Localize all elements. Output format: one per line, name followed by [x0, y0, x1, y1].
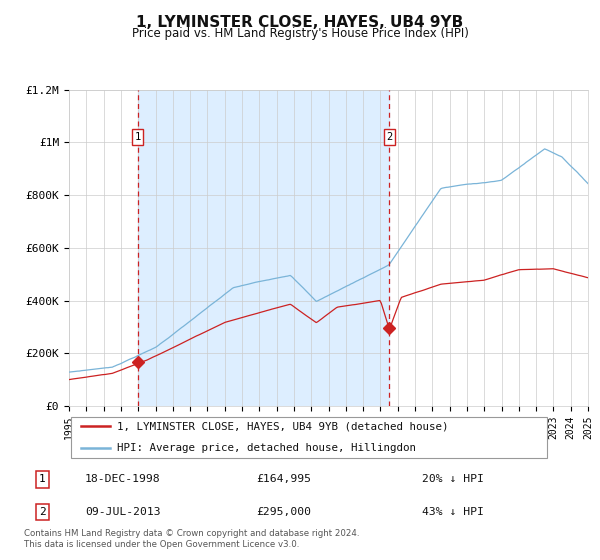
Text: 1: 1 [134, 132, 141, 142]
FancyBboxPatch shape [71, 417, 547, 458]
Text: 1: 1 [38, 474, 46, 484]
Text: 2: 2 [38, 507, 46, 517]
Text: £295,000: £295,000 [256, 507, 311, 517]
Text: 20% ↓ HPI: 20% ↓ HPI [422, 474, 484, 484]
Text: 09-JUL-2013: 09-JUL-2013 [85, 507, 161, 517]
Text: £164,995: £164,995 [256, 474, 311, 484]
Bar [137, 90, 389, 406]
Text: 1, LYMINSTER CLOSE, HAYES, UB4 9YB: 1, LYMINSTER CLOSE, HAYES, UB4 9YB [136, 15, 464, 30]
Text: 2: 2 [386, 132, 392, 142]
Text: HPI: Average price, detached house, Hillingdon: HPI: Average price, detached house, Hill… [117, 444, 416, 454]
Text: Price paid vs. HM Land Registry's House Price Index (HPI): Price paid vs. HM Land Registry's House … [131, 27, 469, 40]
Text: 1, LYMINSTER CLOSE, HAYES, UB4 9YB (detached house): 1, LYMINSTER CLOSE, HAYES, UB4 9YB (deta… [117, 421, 449, 431]
Text: Contains HM Land Registry data © Crown copyright and database right 2024.
This d: Contains HM Land Registry data © Crown c… [24, 529, 359, 549]
Text: 18-DEC-1998: 18-DEC-1998 [85, 474, 161, 484]
Text: 43% ↓ HPI: 43% ↓ HPI [422, 507, 484, 517]
